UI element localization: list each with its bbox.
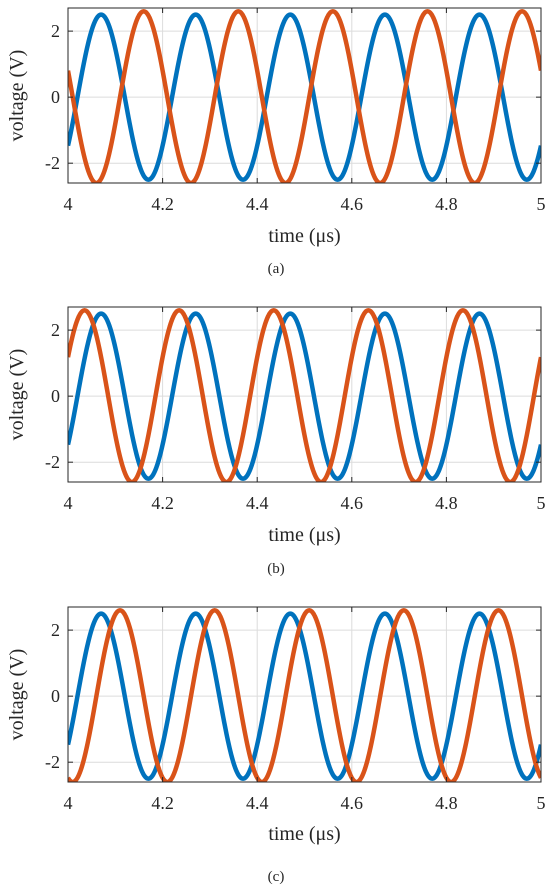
y-tick-label: -2 <box>45 153 60 173</box>
x-tick-label: 4 <box>64 793 73 813</box>
series-line-1 <box>68 311 541 481</box>
x-tick-label: 4.8 <box>435 493 458 513</box>
x-tick-label: 4.8 <box>435 194 458 214</box>
panel-caption: (b) <box>267 561 285 577</box>
chart-panel-3: 4 4.2 4.4 4.6 4.8 5 -2 0 2 time (μs) voltage (V) (c… <box>6 606 546 885</box>
series-line-2 <box>68 308 541 482</box>
x-axis-label: time (μs) <box>268 823 340 845</box>
x-tick-label: 4.6 <box>341 793 364 813</box>
x-tick-label: 4.8 <box>435 793 458 813</box>
axes-box <box>67 606 542 783</box>
x-tick-label: 4 <box>64 493 73 513</box>
y-tick-label: 0 <box>51 686 60 706</box>
x-tick-label: 4.4 <box>246 194 269 214</box>
series-line-2 <box>68 9 541 183</box>
axes-box <box>67 306 542 483</box>
y-tick-label: 2 <box>51 620 60 640</box>
x-tick-label: 5 <box>537 493 546 513</box>
x-axis-label: time (μs) <box>268 225 340 247</box>
y-tick-label: 2 <box>51 320 60 340</box>
x-tick-label: 4.6 <box>341 493 364 513</box>
chart-panel-2: 4 4.2 4.4 4.6 4.8 5 -2 0 2 time (μs) voltage (V) (b… <box>6 306 546 577</box>
y-tick-label: 2 <box>51 21 60 41</box>
x-tick-label: 4.6 <box>341 194 364 214</box>
y-tick-label: -2 <box>45 752 60 772</box>
panel-caption: (a) <box>268 261 285 277</box>
chart-panel-1: 4 4.2 4.4 4.6 4.8 5 -2 0 2 time (μs) voltage (V) (a… <box>6 7 546 277</box>
x-tick-label: 5 <box>537 194 546 214</box>
y-tick-label: 0 <box>51 87 60 107</box>
x-tick-label: 4.2 <box>151 194 174 214</box>
axes-box <box>67 7 542 184</box>
series-line-1 <box>68 12 541 182</box>
y-tick-label: -2 <box>45 452 60 472</box>
x-tick-label: 4.4 <box>246 493 269 513</box>
x-tick-label: 5 <box>537 793 546 813</box>
x-tick-label: 4 <box>64 194 73 214</box>
y-tick-label: 0 <box>51 386 60 406</box>
x-axis-label: time (μs) <box>268 524 340 546</box>
series-line-1 <box>68 611 541 781</box>
y-axis-label: voltage (V) <box>6 50 28 142</box>
x-tick-label: 4.4 <box>246 793 269 813</box>
y-axis-label: voltage (V) <box>6 649 28 741</box>
series-line-2 <box>68 608 541 782</box>
x-tick-label: 4.2 <box>151 493 174 513</box>
x-tick-label: 4.2 <box>151 793 174 813</box>
panel-caption: (c) <box>268 869 285 885</box>
y-axis-label: voltage (V) <box>6 349 28 441</box>
